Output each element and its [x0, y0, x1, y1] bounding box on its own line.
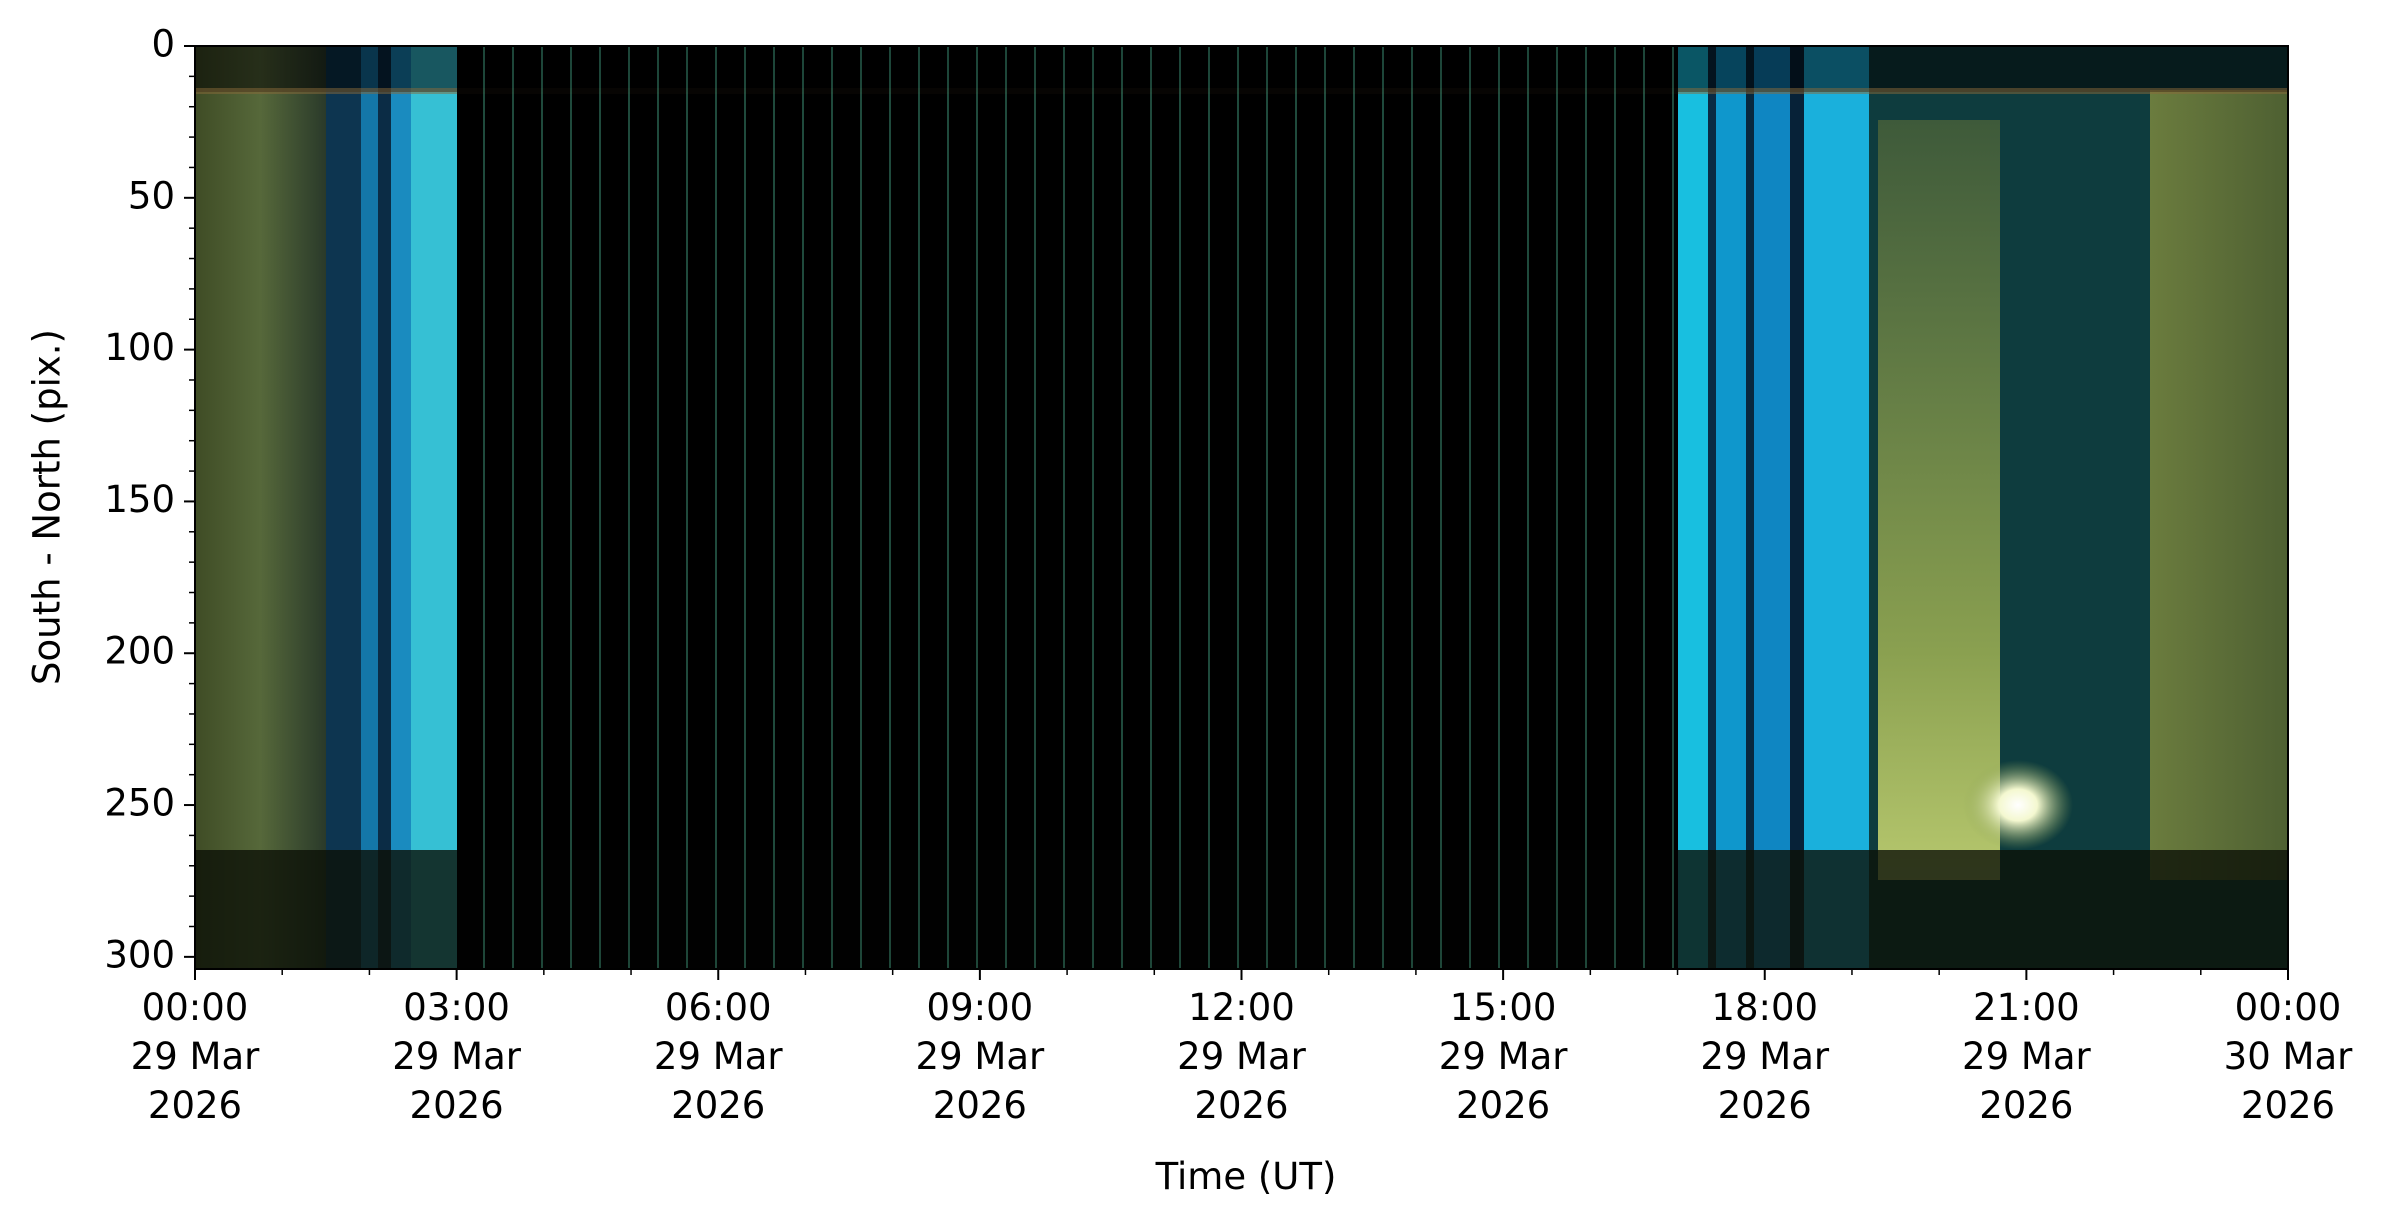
y-tick-label: 0	[151, 23, 175, 66]
x-axis-label: Time (UT)	[1155, 1155, 1337, 1198]
x-tick-label: 12:00 29 Mar 2026	[1177, 986, 1306, 1127]
x-tick-label: 18:00 29 Mar 2026	[1700, 986, 1830, 1127]
y-tick-label: 150	[104, 478, 175, 521]
y-tick-label: 300	[104, 933, 175, 976]
x-tick-label: 03:00 29 Mar 2026	[392, 986, 521, 1127]
y-axis-label: South - North (pix.)	[26, 329, 69, 685]
y-tick-label: 50	[128, 174, 175, 217]
y-tick-label: 200	[104, 630, 175, 673]
keogram-image	[195, 46, 2288, 969]
x-tick-label: 00:00 30 Mar 2026	[2223, 986, 2353, 1127]
y-tick-label: 250	[104, 782, 175, 825]
x-tick-label: 00:00 29 Mar 2026	[130, 986, 260, 1127]
x-tick-label: 09:00 29 Mar 2026	[915, 986, 1045, 1127]
x-tick-label: 06:00 29 Mar 2026	[653, 986, 783, 1127]
x-tick-label: 21:00 29 Mar 2026	[1962, 986, 2091, 1127]
y-tick-label: 100	[104, 326, 175, 369]
x-tick-label: 15:00 29 Mar 2026	[1438, 986, 1568, 1127]
